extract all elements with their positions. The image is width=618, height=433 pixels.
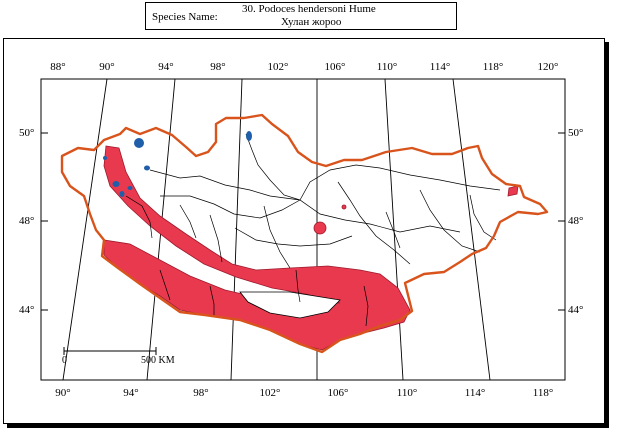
boundary-6 xyxy=(234,227,353,247)
species-header: Species Name: 30. Podoces hendersoni Hum… xyxy=(145,2,457,30)
lon-bottom-90: 90° xyxy=(55,387,70,399)
lake-6 xyxy=(127,186,133,190)
lon-top-106: 106° xyxy=(325,61,346,73)
lon-top-94: 94° xyxy=(158,61,173,73)
rivers-and-boundaries xyxy=(125,133,501,327)
lon-bottom-94: 94° xyxy=(123,387,138,399)
national-border xyxy=(60,113,549,354)
river-3 xyxy=(245,133,301,201)
river-1 xyxy=(149,169,461,233)
scale-bar-start-label: 0 xyxy=(62,355,67,366)
lon-bottom-114: 114° xyxy=(465,387,486,399)
boundary-11 xyxy=(363,285,369,327)
meridian-90 xyxy=(62,78,108,381)
lat-right-50: 50° xyxy=(568,127,583,139)
boundary-1 xyxy=(337,181,411,265)
species-name-label: Species Name: xyxy=(152,11,218,23)
boundary-12 xyxy=(385,211,401,249)
graticule xyxy=(62,78,491,381)
boundary-2 xyxy=(263,205,291,269)
lakes xyxy=(103,131,252,197)
lon-top-110: 110° xyxy=(377,61,398,73)
boundary-13 xyxy=(469,194,497,241)
left-latitude-labels: 50° 48° 44° xyxy=(19,127,34,316)
meridian-98 xyxy=(230,78,243,381)
range-small-dot xyxy=(341,204,347,210)
map-inner-frame xyxy=(40,78,566,381)
frame-shadow-bottom xyxy=(7,424,609,428)
lon-top-98: 98° xyxy=(210,61,225,73)
lake-2 xyxy=(246,131,252,141)
range-isolated-spot xyxy=(313,221,327,235)
scale-bar: 0 500 KM xyxy=(62,347,175,366)
latitude-ticks xyxy=(41,132,565,311)
lat-left-44: 44° xyxy=(19,304,34,316)
lon-top-118: 118° xyxy=(483,61,504,73)
lake-1 xyxy=(134,138,144,148)
scale-bar-end-label: 500 KM xyxy=(141,355,175,366)
meridian-110 xyxy=(384,78,404,381)
lon-top-102: 102° xyxy=(268,61,289,73)
boundary-8 xyxy=(159,269,171,301)
lake-3 xyxy=(144,165,150,171)
scientific-name: 30. Podoces hendersoni Hume xyxy=(242,3,376,15)
lat-left-50: 50° xyxy=(19,127,34,139)
river-4 xyxy=(299,164,501,201)
lat-right-48: 48° xyxy=(568,215,583,227)
boundary-5 xyxy=(419,189,481,253)
lon-bottom-118: 118° xyxy=(533,387,554,399)
lake-7 xyxy=(103,156,107,160)
lon-bottom-110: 110° xyxy=(397,387,418,399)
boundary-9 xyxy=(209,285,215,316)
lake-4 xyxy=(112,181,120,187)
river-2 xyxy=(160,195,301,219)
local-name: Хулан жороо xyxy=(281,16,342,28)
lon-top-88: 88° xyxy=(50,61,65,73)
meridian-114 xyxy=(452,78,491,381)
lat-left-48: 48° xyxy=(19,215,34,227)
lon-top-114: 114° xyxy=(430,61,451,73)
lon-bottom-106: 106° xyxy=(328,387,349,399)
range-main-belt xyxy=(103,145,411,351)
boundary-7 xyxy=(125,195,153,239)
boundary-3 xyxy=(209,214,223,263)
lon-top-120: 120° xyxy=(538,61,559,73)
top-longitude-labels: 88° 90° 94° 98° 102° 106° 110° 114° 118°… xyxy=(50,61,558,73)
boundary-4 xyxy=(179,204,197,239)
lon-top-90: 90° xyxy=(99,61,114,73)
frame-shadow-right xyxy=(605,42,609,428)
range-east-patch xyxy=(507,185,519,197)
lat-right-44: 44° xyxy=(568,304,583,316)
boundary-10 xyxy=(295,269,301,303)
lon-bottom-102: 102° xyxy=(260,387,281,399)
right-latitude-labels: 50° 48° 44° xyxy=(568,127,583,316)
lake-5 xyxy=(119,191,125,197)
lon-bottom-98: 98° xyxy=(193,387,208,399)
bottom-longitude-labels: 90° 94° 98° 102° 106° 110° 114° 118° xyxy=(55,387,553,399)
